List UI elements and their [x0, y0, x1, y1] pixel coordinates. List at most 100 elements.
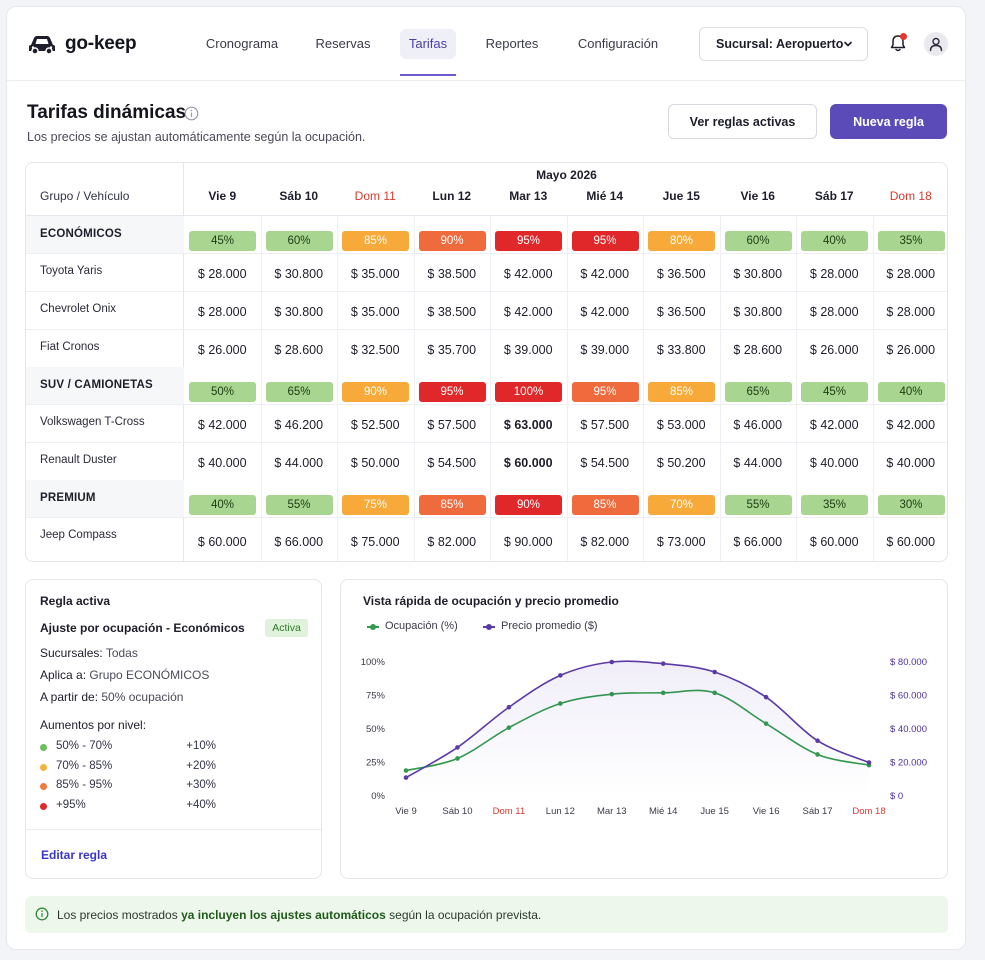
- nav-reportes[interactable]: Reportes: [485, 36, 539, 51]
- x-tick-label: Sáb 10: [442, 806, 472, 817]
- price-point: [763, 694, 769, 700]
- legend-marker: [483, 624, 495, 630]
- price-cell[interactable]: $ 35.000: [350, 267, 400, 281]
- price-area-fill: [406, 661, 869, 796]
- price-cell[interactable]: $ 28.000: [886, 305, 936, 319]
- price-cell[interactable]: $ 26.000: [886, 343, 936, 357]
- price-cell[interactable]: $ 28.000: [809, 305, 859, 319]
- rule-applies-value: Grupo ECONÓMICOS: [89, 668, 210, 682]
- row-divider: [26, 329, 947, 330]
- price-cell[interactable]: $ 28.600: [733, 343, 783, 357]
- level-range: 50% - 70%: [56, 740, 113, 752]
- price-cell[interactable]: $ 42.000: [886, 418, 936, 432]
- price-cell[interactable]: $ 39.000: [580, 343, 630, 357]
- day-header: Dom 18: [889, 189, 932, 203]
- price-cell[interactable]: $ 30.800: [274, 305, 324, 319]
- price-cell[interactable]: $ 60.000: [197, 535, 247, 549]
- notification-dot: [900, 33, 907, 40]
- price-cell[interactable]: $ 54.500: [427, 456, 477, 470]
- price-cell[interactable]: $ 44.000: [733, 456, 783, 470]
- column-divider: [720, 215, 721, 561]
- branch-selector[interactable]: Sucursal: Aeropuerto: [699, 27, 868, 61]
- price-cell[interactable]: $ 28.000: [197, 267, 247, 281]
- nav-reservas[interactable]: Reservas: [315, 36, 371, 51]
- price-cell[interactable]: $ 26.000: [809, 343, 859, 357]
- price-cell[interactable]: $ 36.500: [656, 267, 706, 281]
- price-cell[interactable]: $ 35.700: [427, 343, 477, 357]
- price-point: [660, 661, 666, 666]
- price-cell[interactable]: $ 39.000: [503, 343, 553, 357]
- price-cell[interactable]: $ 40.000: [809, 456, 859, 470]
- rule-applies: Aplica a: Grupo ECONÓMICOS: [40, 668, 209, 682]
- price-cell[interactable]: $ 66.000: [733, 535, 783, 549]
- info-circle-icon: [35, 907, 49, 921]
- price-cell[interactable]: $ 53.000: [656, 418, 706, 432]
- price-cell[interactable]: $ 42.000: [580, 305, 630, 319]
- price-cell[interactable]: $ 40.000: [197, 456, 247, 470]
- price-cell[interactable]: $ 28.000: [886, 267, 936, 281]
- price-cell[interactable]: $ 57.500: [427, 418, 477, 432]
- price-cell[interactable]: $ 44.000: [274, 456, 324, 470]
- price-cell[interactable]: $ 50.200: [656, 456, 706, 470]
- price-cell[interactable]: $ 42.000: [197, 418, 247, 432]
- price-cell[interactable]: $ 52.500: [350, 418, 400, 432]
- nav-configuracion[interactable]: Configuración: [577, 36, 659, 51]
- price-cell[interactable]: $ 36.500: [656, 305, 706, 319]
- price-cell[interactable]: $ 40.000: [886, 456, 936, 470]
- price-cell[interactable]: $ 30.800: [274, 267, 324, 281]
- price-cell[interactable]: $ 35.000: [350, 305, 400, 319]
- price-cell[interactable]: $ 38.500: [427, 267, 477, 281]
- price-cell[interactable]: $ 46.200: [274, 418, 324, 432]
- price-cell[interactable]: $ 28.600: [274, 343, 324, 357]
- price-cell[interactable]: $ 28.000: [197, 305, 247, 319]
- rule-card-divider: [26, 829, 323, 830]
- price-cell[interactable]: $ 60.000: [886, 535, 936, 549]
- price-cell[interactable]: $ 82.000: [427, 535, 477, 549]
- price-cell[interactable]: $ 38.500: [427, 305, 477, 319]
- price-cell[interactable]: $ 60.000: [503, 456, 553, 470]
- occupancy-badge: 95%: [571, 231, 639, 251]
- price-cell[interactable]: $ 42.000: [809, 418, 859, 432]
- logo[interactable]: go-keep: [27, 31, 137, 57]
- price-cell[interactable]: $ 42.000: [503, 267, 553, 281]
- price-cell[interactable]: $ 57.500: [580, 418, 630, 432]
- day-header: Sáb 17: [814, 189, 854, 203]
- view-active-rules-button[interactable]: Ver reglas activas: [668, 104, 817, 139]
- price-cell[interactable]: $ 33.800: [656, 343, 706, 357]
- x-tick-label: Sáb 17: [802, 806, 832, 817]
- price-cell[interactable]: $ 82.000: [580, 535, 630, 549]
- price-cell[interactable]: $ 42.000: [503, 305, 553, 319]
- price-cell[interactable]: $ 30.800: [733, 267, 783, 281]
- new-rule-button[interactable]: Nueva regla: [830, 104, 947, 139]
- price-cell[interactable]: $ 26.000: [197, 343, 247, 357]
- occupancy-badge: 60%: [265, 231, 333, 251]
- price-cell[interactable]: $ 90.000: [503, 535, 553, 549]
- edit-rule-link[interactable]: Editar regla: [41, 848, 108, 862]
- price-cell[interactable]: $ 75.000: [350, 535, 400, 549]
- price-cell[interactable]: $ 46.000: [733, 418, 783, 432]
- occupancy-badge: 100%: [495, 382, 562, 402]
- price-cell[interactable]: $ 73.000: [656, 535, 706, 549]
- info-icon[interactable]: [184, 106, 199, 121]
- legend-marker: [367, 624, 379, 630]
- price-cell[interactable]: $ 32.500: [350, 343, 400, 357]
- level-dot: [40, 802, 47, 810]
- price-cell[interactable]: $ 54.500: [580, 456, 630, 470]
- price-cell[interactable]: $ 28.000: [809, 267, 859, 281]
- avatar[interactable]: [924, 32, 948, 56]
- price-cell[interactable]: $ 66.000: [274, 535, 324, 549]
- price-cell[interactable]: $ 30.800: [733, 305, 783, 319]
- nav-tarifas[interactable]: Tarifas: [400, 29, 456, 59]
- nav-cronograma[interactable]: Cronograma: [205, 36, 279, 51]
- note-text: Los precios mostrados ya incluyen los aj…: [57, 908, 541, 922]
- price-cell[interactable]: $ 42.000: [580, 267, 630, 281]
- page-subtitle: Los precios se ajustan automáticamente s…: [27, 130, 366, 144]
- price-cell[interactable]: $ 50.000: [350, 456, 400, 470]
- brand-name: go-keep: [65, 33, 137, 54]
- x-tick-label: Jue 15: [700, 806, 729, 817]
- price-cell[interactable]: $ 63.000: [503, 418, 553, 432]
- day-header: Mar 13: [509, 189, 548, 203]
- category-row-bg: [26, 480, 184, 517]
- x-tick-label: Dom 11: [493, 806, 526, 817]
- price-cell[interactable]: $ 60.000: [809, 535, 859, 549]
